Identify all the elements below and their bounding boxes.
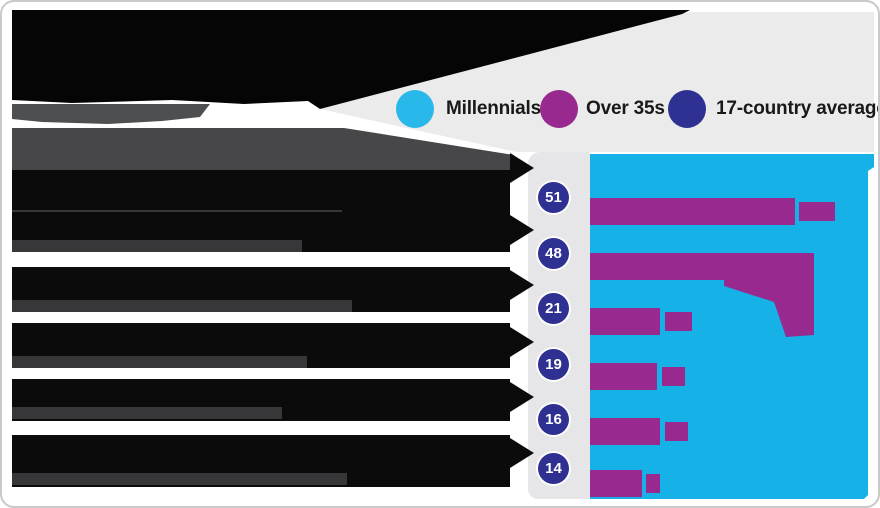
redacted-source-line: [12, 104, 210, 124]
over35s-bar-3: [590, 308, 660, 335]
over35s-bar-5: [590, 418, 660, 445]
row-label-arrow-1: [510, 153, 534, 183]
over35s-bar-3-label-blob: [665, 312, 692, 331]
legend-label-average: 17-country average: [716, 98, 880, 119]
average-circle-3: 21: [538, 293, 569, 324]
over35s-bar-4-label-blob: [662, 367, 685, 386]
average-circle-6: 14: [538, 453, 569, 484]
row-label-arrow-6: [510, 438, 534, 468]
average-circle-2: 48: [538, 238, 569, 269]
legend-label-over35s: Over 35s: [586, 98, 665, 119]
redacted-row-label-4b: [12, 356, 307, 368]
over35s-bar-2: [590, 253, 814, 280]
average-circle-4: 19: [538, 349, 569, 380]
row-label-arrow-4: [510, 327, 534, 357]
redacted-row-label-3b: [12, 300, 352, 312]
redacted-row-label-5b: [12, 407, 282, 419]
redacted-row-label-2b: [12, 240, 302, 252]
average-circle-5: 16: [538, 404, 569, 435]
over35s-bar-5-label-blob: [665, 422, 688, 441]
over35s-bar-1: [590, 198, 795, 225]
row-label-arrow-5: [510, 382, 534, 412]
over35s-bar-4: [590, 363, 657, 390]
over35s-bar-6: [590, 470, 642, 497]
over35s-bar-6-label-blob: [646, 474, 660, 493]
redacted-row-label-6b: [12, 473, 347, 485]
legend-dot-millennials: [396, 90, 434, 128]
over35s-bar-1-label-blob: [799, 202, 835, 221]
legend-label-millennials: Millennials: [446, 98, 541, 119]
row-label-arrow-3: [510, 270, 534, 300]
legend-dot-average: [668, 90, 706, 128]
legend-dot-over35s: [540, 90, 578, 128]
row-label-arrow-2: [510, 215, 534, 245]
average-circle-1: 51: [538, 182, 569, 213]
